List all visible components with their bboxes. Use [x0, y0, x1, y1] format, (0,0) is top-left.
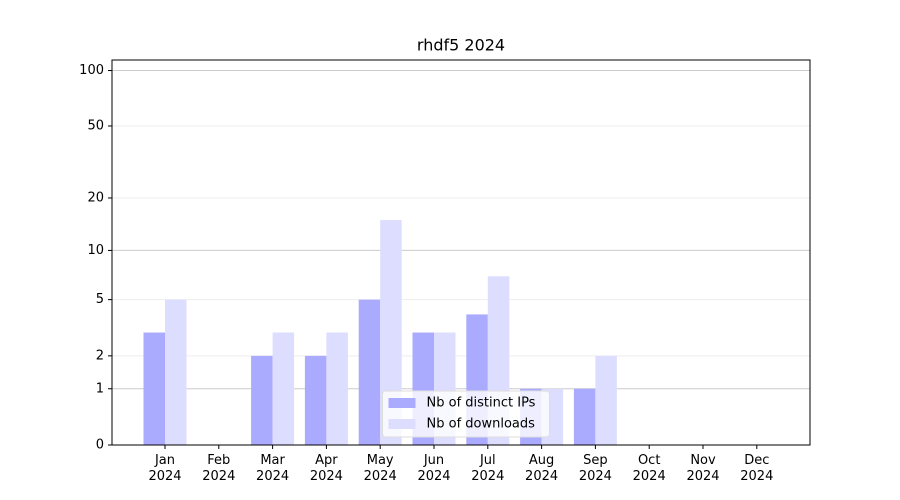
y-tick-label: 1 [96, 381, 104, 396]
x-tick-label: Apr 2024 [309, 453, 343, 484]
bar [326, 332, 348, 445]
bar [272, 332, 295, 445]
plot-frame [111, 59, 811, 446]
y-tick-label: 2 [96, 348, 104, 363]
legend-label: Nb of distinct IPs [427, 396, 536, 411]
legend-label: Nb of downloads [427, 417, 536, 432]
x-tick-label: Jun 2024 [417, 453, 451, 484]
x-tick-label: Jan 2024 [148, 453, 182, 484]
legend-swatch [388, 419, 416, 429]
x-tick-label: May 2024 [363, 453, 397, 484]
chart-title: rhdf5 2024 [417, 36, 505, 55]
y-tick-label: 50 [87, 118, 104, 133]
y-tick-label: 10 [87, 243, 104, 258]
legend-box [382, 390, 550, 438]
bar [380, 220, 402, 445]
bar [304, 355, 327, 445]
x-tick-label: Oct 2024 [632, 453, 666, 484]
x-tick-label: Dec 2024 [740, 453, 774, 484]
x-tick-label: Aug 2024 [525, 453, 559, 484]
x-tick-label: Sep 2024 [578, 453, 612, 484]
legend: Nb of distinct IPs Nb of downloads [382, 390, 550, 438]
x-tick-label: Nov 2024 [686, 453, 720, 484]
y-tick-label: 20 [87, 190, 104, 205]
bar [251, 355, 273, 445]
bar [143, 332, 165, 445]
y-tick-label: 100 [79, 63, 104, 78]
grid [112, 70, 810, 446]
x-tick-label: Jul 2024 [471, 453, 505, 484]
bar [358, 299, 381, 445]
x-tick-label: Feb 2024 [202, 453, 236, 484]
bar [165, 299, 187, 445]
bar [595, 355, 617, 445]
x-tick-label: Mar 2024 [256, 453, 290, 484]
bar [573, 388, 596, 445]
legend-swatch [388, 398, 416, 408]
y-tick-label: 5 [96, 292, 104, 307]
y-tick-label: 0 [96, 438, 104, 453]
